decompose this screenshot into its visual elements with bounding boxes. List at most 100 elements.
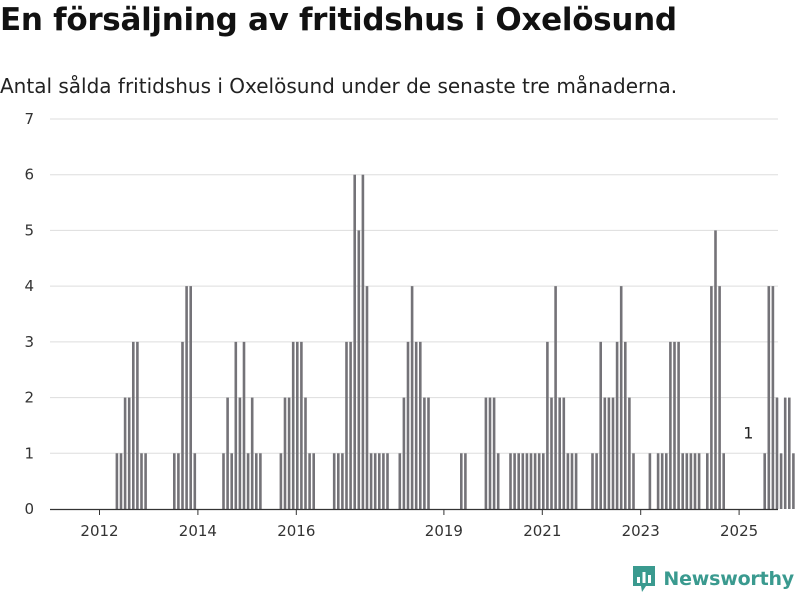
bar — [619, 286, 623, 509]
annotations: 1 — [743, 423, 753, 442]
bar — [628, 397, 631, 509]
bar — [291, 341, 295, 509]
y-tick-label: 3 — [24, 333, 34, 351]
bar — [365, 286, 369, 509]
newsworthy-logo-icon — [633, 566, 656, 592]
bar — [697, 453, 701, 509]
gridlines — [50, 118, 778, 454]
bar — [115, 453, 119, 509]
x-tick-label: 2016 — [277, 522, 315, 540]
bar — [382, 453, 385, 509]
y-tick-label: 7 — [24, 110, 34, 128]
y-tick-label: 6 — [24, 166, 34, 184]
bar — [677, 341, 680, 509]
x-tick-label: 2021 — [523, 522, 561, 540]
bar — [693, 453, 697, 509]
bar — [615, 341, 619, 509]
bar — [533, 453, 537, 509]
bar — [488, 397, 492, 509]
bar — [648, 453, 652, 509]
bar — [259, 453, 262, 509]
bar — [189, 286, 192, 509]
bar — [767, 286, 771, 509]
bar — [193, 453, 197, 509]
bar — [562, 397, 566, 509]
bar — [226, 397, 229, 509]
bar — [373, 453, 377, 509]
bar — [300, 341, 303, 509]
bar — [632, 453, 635, 509]
bar — [685, 453, 689, 509]
chart-title: En försäljning av fritidshus i Oxelösund — [0, 2, 677, 38]
bar — [361, 174, 365, 509]
bar — [558, 397, 561, 509]
bar — [792, 453, 795, 509]
x-tick-label: 2012 — [80, 522, 118, 540]
x-tick-label: 2023 — [622, 522, 660, 540]
bar — [423, 397, 426, 509]
x-tick-label: 2019 — [425, 522, 463, 540]
bar — [332, 453, 336, 509]
bar — [181, 341, 184, 509]
bar — [771, 286, 775, 509]
bar — [689, 453, 693, 509]
bar — [279, 453, 283, 509]
bar — [255, 453, 258, 509]
bar — [222, 453, 225, 509]
bar — [517, 453, 520, 509]
bar — [283, 397, 287, 509]
y-tick-label: 2 — [24, 389, 34, 407]
bar — [546, 341, 549, 509]
brand: Newsworthy — [631, 564, 794, 594]
bar — [550, 397, 553, 509]
bar — [287, 397, 291, 509]
bar — [378, 453, 381, 509]
bar — [669, 341, 672, 509]
bar — [537, 453, 541, 509]
bar — [337, 453, 340, 509]
bar — [464, 453, 467, 509]
bar — [357, 230, 361, 509]
bar — [173, 453, 176, 509]
bar — [127, 397, 131, 509]
bar — [349, 341, 352, 509]
bar — [529, 453, 533, 509]
y-tick-label: 4 — [24, 277, 34, 295]
bar — [144, 453, 147, 509]
bar — [775, 397, 779, 509]
bar — [788, 397, 791, 509]
bar — [398, 453, 402, 509]
bar — [660, 453, 664, 509]
bar — [484, 397, 488, 509]
bar — [238, 397, 242, 509]
bar — [574, 453, 578, 509]
bar — [599, 341, 602, 509]
bar — [492, 397, 496, 509]
bar — [681, 453, 684, 509]
bar — [673, 341, 676, 509]
bar — [656, 453, 660, 509]
bar — [607, 397, 611, 509]
bar — [308, 453, 311, 509]
y-tick-label: 1 — [24, 444, 34, 462]
bar — [496, 453, 500, 509]
bar — [595, 453, 598, 509]
bar — [123, 397, 127, 509]
bar — [722, 453, 725, 509]
brand-name: Newsworthy — [663, 568, 794, 590]
bar — [665, 453, 668, 509]
bar — [414, 341, 418, 509]
bar — [427, 397, 430, 509]
bar — [250, 397, 254, 509]
y-tick-label: 5 — [24, 221, 34, 239]
y-tick-label: 0 — [24, 500, 34, 518]
chart-subtitle: Antal sålda fritidshus i Oxelösund under… — [0, 74, 678, 98]
bar — [353, 174, 356, 509]
x-axis: 2012 2014 2016 2019 2021 2023 2025 — [50, 508, 778, 540]
bar — [591, 453, 594, 509]
bar — [603, 397, 607, 509]
bar — [419, 341, 422, 509]
bar — [460, 453, 463, 509]
bar — [345, 341, 348, 509]
